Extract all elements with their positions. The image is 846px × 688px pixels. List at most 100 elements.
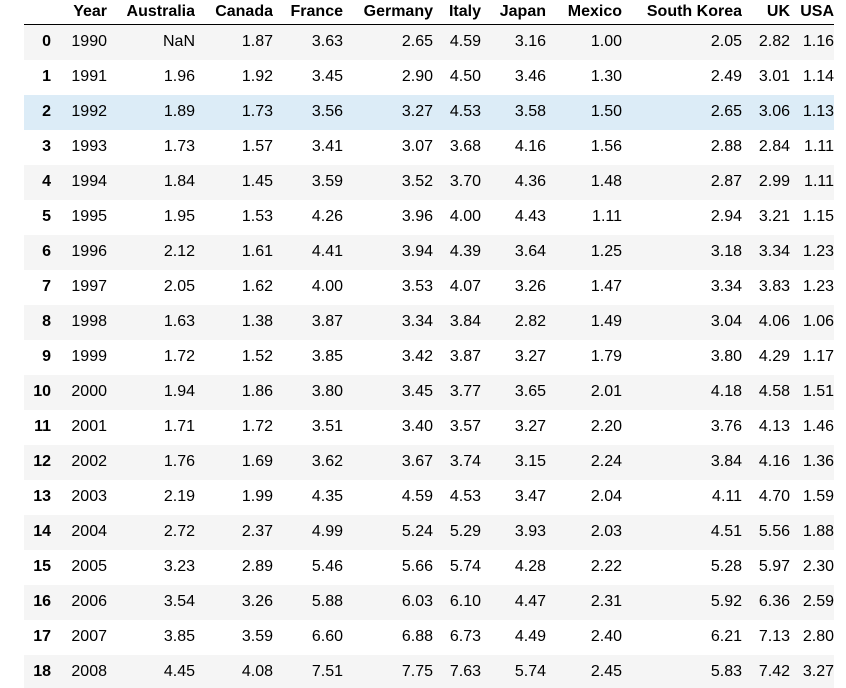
table-row: 15 2005 3.23 2.89 5.46 5.66 5.74 4.28 2.22 5.28 5.… xyxy=(24,549,834,585)
cell-usa: 1.16 xyxy=(802,33,834,51)
cell-canada: 2.37 xyxy=(241,523,273,540)
cell-australia: 3.23 xyxy=(163,558,195,575)
cell-uk: 3.01 xyxy=(758,68,790,85)
column-header-japan: Japan xyxy=(481,0,546,25)
cell-usa: 1.06 xyxy=(802,313,834,330)
table-row: 10 2000 1.94 1.86 3.80 3.45 3.77 3.65 2.01 4.18 4.… xyxy=(24,374,834,410)
cell-usa: 1.36 xyxy=(802,453,834,470)
cell-australia: 2.19 xyxy=(163,488,195,505)
cell-mexico: 1.79 xyxy=(590,348,622,365)
cell-usa: 1.59 xyxy=(802,488,834,505)
cell-canada: 4.08 xyxy=(241,663,273,680)
cell-japan: 4.36 xyxy=(514,173,546,190)
cell-france: 4.00 xyxy=(311,278,343,295)
table-row: 16 2006 3.54 3.26 5.88 6.03 6.10 4.47 2.31 5.92 6.… xyxy=(24,584,834,620)
row-index: 6 xyxy=(42,243,51,260)
cell-south-korea: 6.21 xyxy=(710,628,742,645)
cell-canada: 1.69 xyxy=(241,453,273,470)
cell-italy: 4.59 xyxy=(449,33,481,51)
cell-germany: 5.24 xyxy=(401,523,433,540)
cell-australia: 1.84 xyxy=(163,173,195,190)
cell-japan: 3.93 xyxy=(514,523,546,540)
column-header-italy: Italy xyxy=(433,0,481,25)
cell-canada: 3.26 xyxy=(241,593,273,610)
cell-uk: 4.29 xyxy=(758,348,790,365)
cell-australia: 1.89 xyxy=(163,103,195,120)
cell-japan: 3.16 xyxy=(514,33,546,51)
cell-uk: 2.99 xyxy=(758,173,790,190)
cell-italy: 4.39 xyxy=(449,243,481,260)
cell-usa: 1.23 xyxy=(802,278,834,295)
cell-uk: 4.16 xyxy=(758,453,790,470)
cell-france: 3.41 xyxy=(311,138,343,155)
cell-uk: 4.70 xyxy=(758,488,790,505)
cell-germany: 3.07 xyxy=(401,138,433,155)
cell-south-korea: 3.34 xyxy=(710,278,742,295)
cell-japan: 4.28 xyxy=(514,558,546,575)
cell-usa: 1.14 xyxy=(802,68,834,85)
cell-mexico: 2.22 xyxy=(590,558,622,575)
cell-australia: 2.12 xyxy=(163,243,195,260)
cell-germany: 2.90 xyxy=(401,68,433,85)
row-index: 11 xyxy=(34,418,51,435)
row-index: 17 xyxy=(33,628,51,645)
row-index: 18 xyxy=(33,663,51,680)
cell-year: 1990 xyxy=(71,33,107,51)
table-row: 13 2003 2.19 1.99 4.35 4.59 4.53 3.47 2.04 4.11 4.… xyxy=(24,479,834,515)
cell-south-korea: 4.51 xyxy=(710,523,742,540)
cell-usa: 1.23 xyxy=(802,243,834,260)
table-row: 6 1996 2.12 1.61 4.41 3.94 4.39 3.64 1.25 3.18 3.3… xyxy=(24,234,834,270)
cell-australia: 2.05 xyxy=(163,278,195,295)
cell-uk: 3.06 xyxy=(758,103,790,120)
cell-uk: 3.34 xyxy=(758,243,790,260)
row-index: 7 xyxy=(42,278,51,295)
cell-japan: 3.65 xyxy=(514,383,546,400)
cell-year: 2008 xyxy=(71,663,107,680)
cell-canada: 1.38 xyxy=(241,313,273,330)
cell-mexico: 2.45 xyxy=(590,663,622,680)
cell-usa: 1.88 xyxy=(802,523,834,540)
cell-france: 4.99 xyxy=(311,523,343,540)
cell-japan: 3.47 xyxy=(514,488,546,505)
cell-australia: 1.95 xyxy=(163,208,195,225)
column-header-france: France xyxy=(273,0,343,25)
row-index: 4 xyxy=(42,173,51,190)
cell-australia: 1.71 xyxy=(163,418,195,435)
table-row: 1 1991 1.96 1.92 3.45 2.90 4.50 3.46 1.30 2.49 3.0… xyxy=(24,59,834,95)
cell-france: 7.51 xyxy=(311,663,343,680)
cell-south-korea: 4.11 xyxy=(712,488,742,505)
cell-australia: 3.85 xyxy=(163,628,195,645)
table-row: 5 1995 1.95 1.53 4.26 3.96 4.00 4.43 1.11 2.94 3.2… xyxy=(24,199,834,235)
cell-canada: 1.45 xyxy=(241,173,273,190)
row-index: 15 xyxy=(33,558,51,575)
cell-australia: 3.54 xyxy=(163,593,195,610)
cell-france: 4.41 xyxy=(311,243,343,260)
cell-australia: 1.72 xyxy=(163,348,195,365)
cell-germany: 3.52 xyxy=(401,173,433,190)
cell-year: 2006 xyxy=(71,593,107,610)
cell-south-korea: 3.76 xyxy=(710,418,742,435)
row-index: 9 xyxy=(42,348,51,365)
cell-usa: 1.51 xyxy=(802,383,834,400)
cell-france: 3.59 xyxy=(311,173,343,190)
cell-year: 2004 xyxy=(71,523,107,540)
cell-uk: 7.42 xyxy=(758,663,790,680)
cell-japan: 2.82 xyxy=(514,313,546,330)
cell-usa: 1.11 xyxy=(804,173,834,190)
cell-south-korea: 3.04 xyxy=(710,313,742,330)
column-header-usa: USA xyxy=(790,0,834,25)
column-header-year: Year xyxy=(51,0,107,25)
cell-canada: 2.89 xyxy=(241,558,273,575)
cell-germany: 3.67 xyxy=(401,453,433,470)
cell-mexico: 1.25 xyxy=(590,243,622,260)
table-row: 8 1998 1.63 1.38 3.87 3.34 3.84 2.82 1.49 3.04 4.0… xyxy=(24,304,834,340)
cell-year: 2007 xyxy=(71,628,107,645)
cell-france: 4.35 xyxy=(311,488,343,505)
cell-france: 3.56 xyxy=(311,103,343,120)
cell-germany: 3.45 xyxy=(401,383,433,400)
cell-south-korea: 2.88 xyxy=(710,138,742,155)
cell-usa: 1.46 xyxy=(802,418,834,435)
cell-year: 2002 xyxy=(71,453,107,470)
cell-south-korea: 3.84 xyxy=(710,453,742,470)
